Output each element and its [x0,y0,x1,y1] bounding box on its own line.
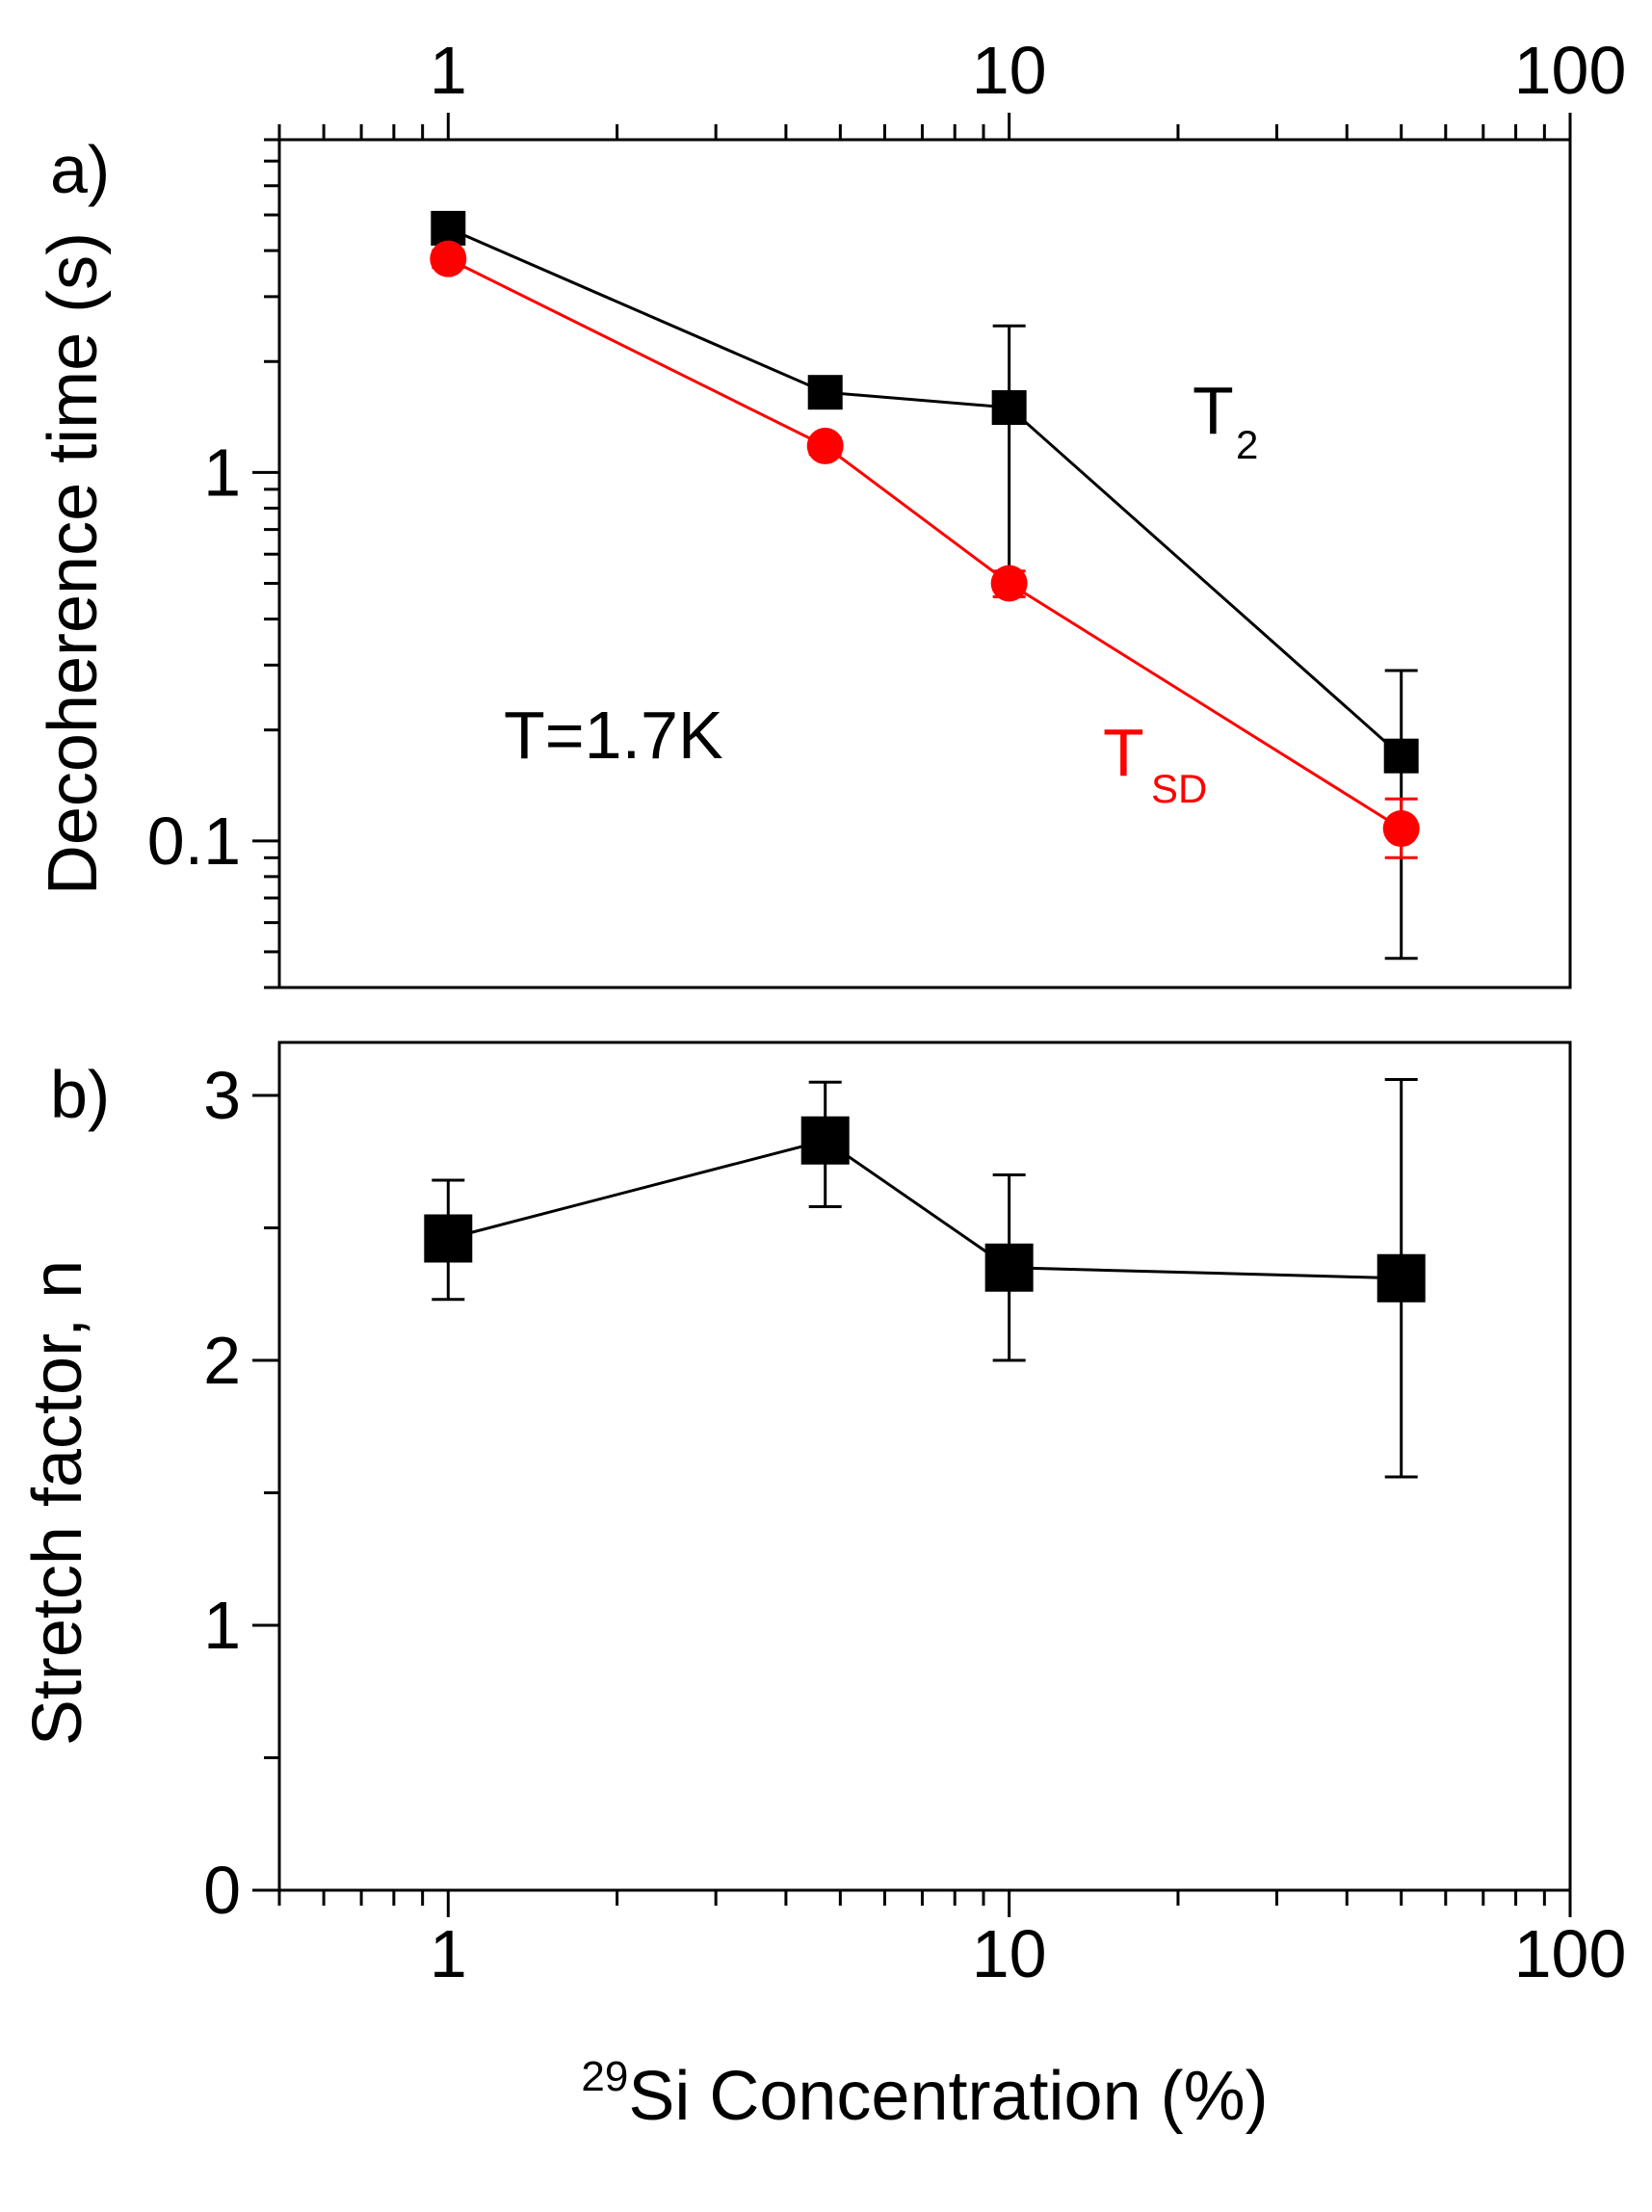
panel-a-y-axis-title: Decoherence time (s) [35,232,112,895]
panel-a-series [430,210,1420,961]
y-tick-label: 1 [203,434,241,510]
data-point [991,390,1027,426]
panel-a-ticks [252,113,1572,989]
panel-a-tick-labels: 1 10 100 0.1 1 [147,33,1627,879]
legend-tsd: T SD [1103,715,1207,811]
y-tick-label: 0.1 [147,803,241,879]
data-point [430,240,467,277]
x-tick-label: 1 [430,1916,467,1991]
panel-b-ticks [252,1093,1572,1917]
x-tick-label: 100 [1514,33,1627,108]
x-axis-title-superscript: 29 [581,2053,628,2100]
data-point [1377,1253,1426,1303]
data-point [1383,738,1419,774]
x-tick-label: 1 [430,33,467,108]
temperature-annotation: T=1.7K [504,698,723,773]
x-axis-title-main: Si Concentration (%) [628,2058,1268,2135]
series-line [447,226,1403,757]
y-tick-label: 2 [203,1323,241,1398]
data-point [807,375,843,410]
series-line [447,257,1403,830]
x-tick-label: 10 [972,33,1047,108]
panel-b-label: b) [50,1057,110,1132]
series-line [447,1139,1402,1280]
panel-b-series [424,1078,1426,1479]
y-tick-label: 1 [203,1588,241,1663]
panel-b-y-axis-title: Stretch factor, n [19,1260,96,1746]
x-axis-title: 29Si Concentration (%) [581,2053,1268,2135]
x-tick-label: 10 [972,1916,1047,1991]
panel-a-label: a) [50,132,110,207]
y-tick-label: 3 [203,1058,241,1133]
x-tick-label: 100 [1514,1916,1627,1991]
legend-tsd-main: T [1103,715,1144,790]
y-tick-label: 0 [203,1853,241,1928]
panel-b: 1 10 100 0 1 2 3 b) Stretch factor, n 29Si Con… [19,1040,1626,2135]
legend-tsd-subscript: SD [1151,766,1207,811]
data-point [984,1243,1034,1292]
panel-a: 1 10 100 0.1 1 a) Decoherence time (s) T=1.7… [35,33,1627,989]
data-point [990,565,1028,602]
panel-b-frame [277,1040,1572,1892]
panel-a-frame [277,138,1572,989]
data-point [806,427,844,464]
panel-b-tick-labels: 1 10 100 0 1 2 3 [203,1058,1626,1991]
data-point [800,1116,850,1165]
legend-t2-main: T [1193,373,1234,448]
data-point [424,1214,473,1263]
data-point [431,210,466,246]
legend-t2-subscript: 2 [1236,422,1258,467]
data-point [1382,810,1420,848]
legend-t2: T 2 [1193,373,1258,467]
